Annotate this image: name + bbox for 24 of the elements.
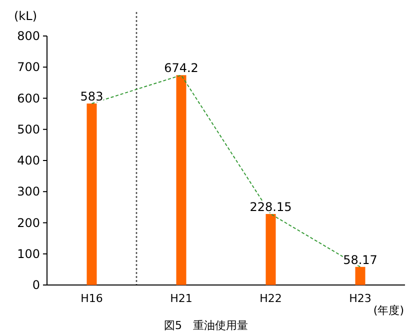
bar: [176, 75, 186, 285]
x-tick-label: H16: [80, 292, 103, 305]
y-tick-label: 100: [17, 246, 40, 261]
y-tick-label: 300: [17, 184, 40, 199]
data-label: 58.17: [343, 252, 378, 267]
y-tick-label: 700: [17, 60, 40, 74]
bar: [355, 266, 366, 285]
y-tick-label: 400: [17, 154, 40, 168]
y-axis-title: (kL): [14, 9, 37, 23]
data-label: 674.2: [164, 61, 198, 76]
x-axis-title: (年度): [373, 304, 404, 317]
x-tick-label: H23: [349, 292, 372, 305]
y-tick-label: 0: [32, 278, 40, 292]
y-tick-label: 200: [17, 216, 40, 230]
bar: [86, 104, 97, 285]
data-label: 583: [80, 90, 104, 104]
x-tick-label: H21: [170, 292, 192, 305]
text: 図5 重油使用量: [164, 319, 248, 332]
y-tick-label: 600: [17, 91, 40, 106]
bar: [266, 214, 276, 285]
y-tick-label: 500: [17, 122, 40, 136]
data-label: 228.15: [250, 200, 292, 214]
x-tick-label: H22: [260, 292, 282, 305]
y-tick-label: 800: [17, 29, 40, 43]
